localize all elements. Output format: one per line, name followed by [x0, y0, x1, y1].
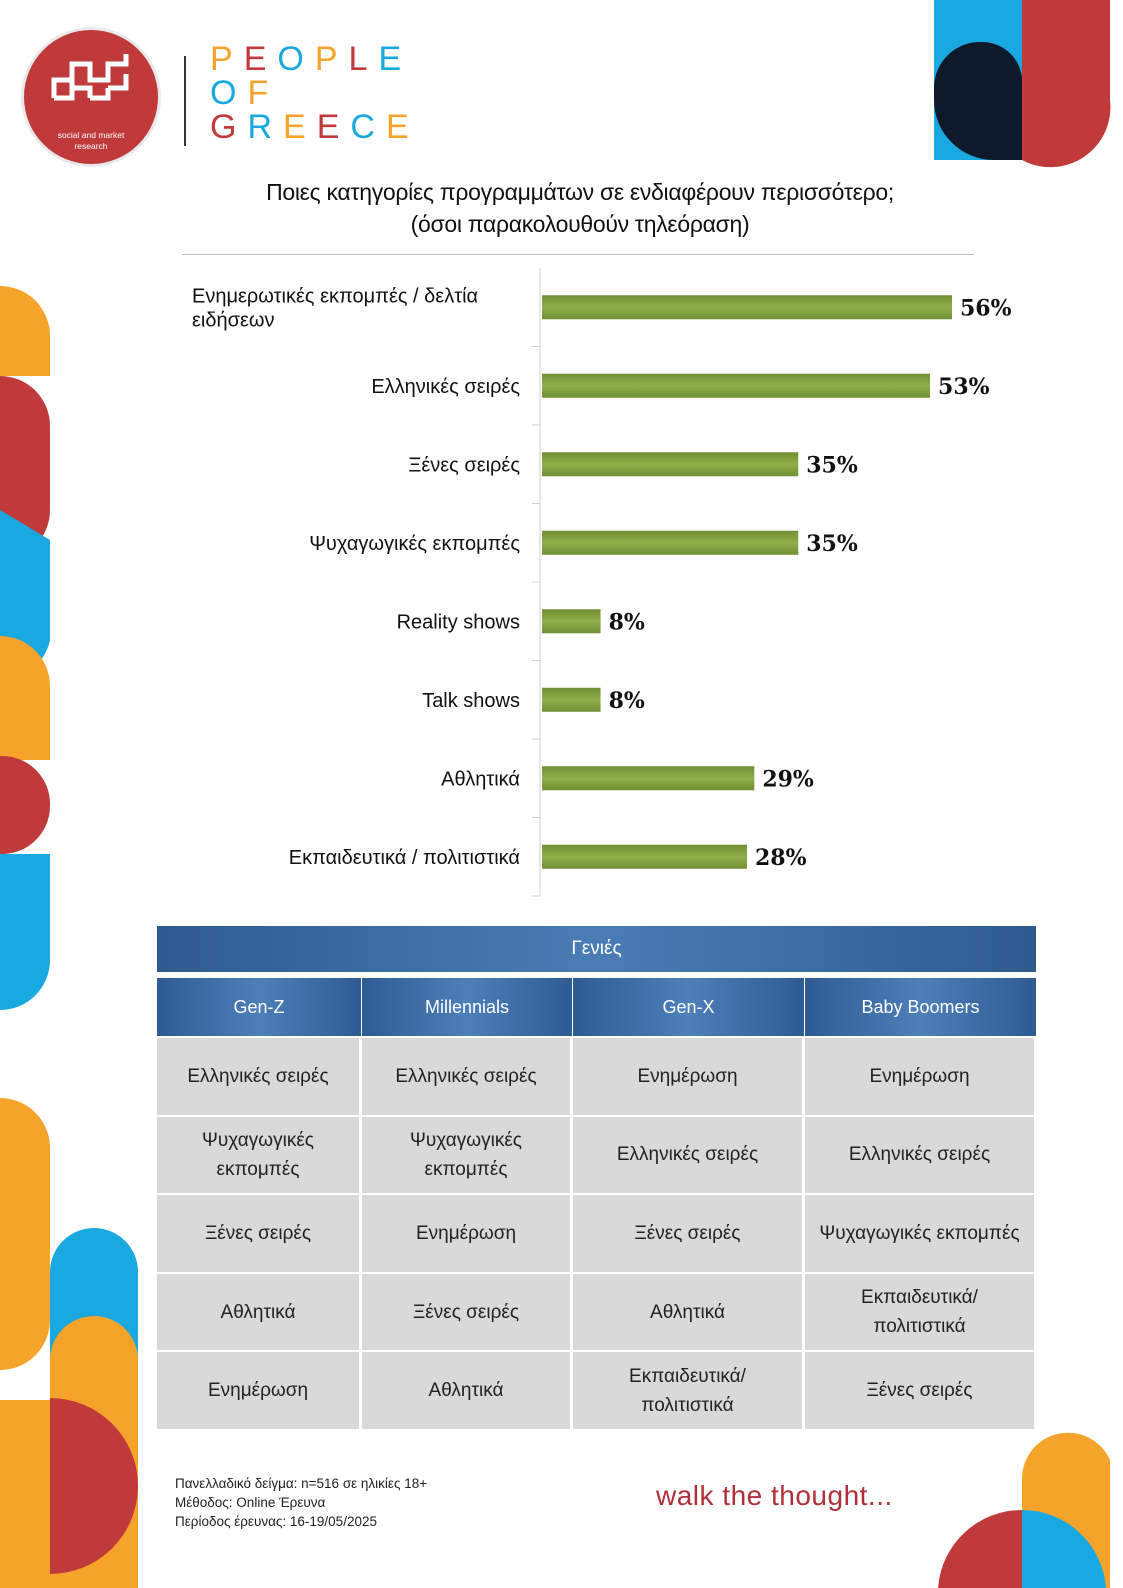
- table-cell: Εκπαιδευτικά/ πολιτιστικά: [573, 1352, 802, 1429]
- deco-blue-left-2: [0, 854, 50, 1010]
- category-label: Εκπαιδευτικά / πολιτιστικά: [289, 847, 520, 869]
- table-cell: Ελληνικές σειρές: [362, 1038, 570, 1115]
- column-header: Baby Boomers: [805, 978, 1036, 1036]
- column-header: Gen-Z: [157, 978, 361, 1036]
- table-cell: Ξένες σειρές: [157, 1195, 359, 1272]
- deco-orange-left-2: [0, 636, 50, 760]
- pog-letter: P: [314, 40, 349, 78]
- pog-line-3: GREECE: [210, 110, 420, 144]
- value-label: 35%: [806, 452, 858, 478]
- pog-line-2: OF: [210, 76, 420, 110]
- title-divider: [182, 254, 974, 255]
- table-header-generations: Γενιές: [157, 926, 1036, 972]
- deco-orange-left-3: [0, 1098, 50, 1370]
- category-label: Reality shows: [397, 611, 520, 633]
- table-cell: Ψυχαγωγικές εκπομπές: [157, 1116, 359, 1194]
- column-header: Millennials: [362, 978, 572, 1036]
- deco-navy-half: [934, 41, 1022, 161]
- deco-red-left-2: [0, 755, 51, 855]
- pog-letter: E: [385, 108, 420, 146]
- bar: [542, 766, 755, 791]
- category-label: Talk shows: [422, 690, 520, 712]
- deco-red-bl: [50, 1398, 138, 1574]
- table-cell: Ενημέρωση: [362, 1195, 570, 1272]
- logo-line-1: social and market: [57, 130, 125, 140]
- bar: [542, 687, 601, 712]
- logo-line-2: research: [74, 141, 108, 151]
- bar: [542, 295, 952, 320]
- pog-letter: P: [210, 40, 244, 78]
- value-label: 8%: [609, 609, 645, 635]
- pog-letter: F: [247, 74, 280, 112]
- deco-red-left-1: [0, 376, 50, 560]
- pog-letter: E: [283, 108, 317, 146]
- table-cell: Αθλητικά: [573, 1273, 802, 1351]
- table-cell: Ξένες σειρές: [805, 1352, 1034, 1429]
- table-cell: Ελληνικές σειρές: [157, 1038, 359, 1115]
- title-line-2: (όσοι παρακολουθούν τηλεόραση): [410, 211, 750, 237]
- bar: [542, 609, 601, 634]
- bar: [542, 530, 799, 555]
- title-line-1: Ποιες κατηγορίες προγραμμάτων σε ενδιαφέ…: [266, 179, 894, 205]
- bar-chart: 56% Ενημερωτικές εκπομπές / δελτία ειδήσεω…: [192, 268, 1012, 897]
- value-label: 53%: [938, 374, 990, 400]
- pog-letter: L: [348, 40, 379, 78]
- category-label: Ενημερωτικές εκπομπές / δελτία ειδήσεων: [192, 285, 478, 331]
- pog-letter: R: [247, 108, 284, 146]
- deco-orange-bl-2: [0, 1400, 50, 1588]
- pog-letter: C: [350, 108, 386, 146]
- pog-letter: G: [210, 108, 248, 146]
- category-label: Ξένες σειρές: [408, 454, 520, 476]
- deco-blue-left-1: [0, 510, 50, 681]
- pog-letter: E: [243, 40, 278, 78]
- value-label: 29%: [762, 766, 814, 792]
- pog-letter: O: [277, 40, 315, 78]
- pog-letter: E: [316, 108, 351, 146]
- table-cell: Ψυχαγωγικές εκπομπές: [805, 1195, 1034, 1272]
- value-label: 8%: [609, 688, 645, 714]
- pog-letter: O: [210, 74, 248, 112]
- category-label: Ψυχαγωγικές εκπομπές: [309, 533, 520, 555]
- methodology-note: Πανελλαδικό δείγμα: n=516 σε ηλικίες 18+…: [175, 1474, 427, 1531]
- table-cell: Αθλητικά: [157, 1273, 359, 1351]
- deco-blue-br: [1022, 1509, 1106, 1588]
- logo-text: social and market research: [24, 130, 158, 152]
- people-of-greece-wordmark: PEOPLE OF GREECE: [210, 42, 420, 144]
- table-cell: Ελληνικές σειρές: [805, 1116, 1034, 1194]
- logo-mark-icon: [51, 54, 129, 101]
- deco-orange-left-1: [0, 286, 50, 376]
- table-cell: Ενημέρωση: [157, 1352, 359, 1429]
- table-cell: Ξένες σειρές: [362, 1273, 570, 1351]
- column-header: Gen-X: [573, 978, 804, 1036]
- value-label: 28%: [755, 845, 807, 871]
- deco-red-half: [1022, 0, 1111, 168]
- bar: [542, 844, 747, 869]
- table-cell: Εκπαιδευτικά/ πολιτιστικά: [805, 1273, 1034, 1351]
- pog-line-1: PEOPLE: [210, 42, 420, 76]
- category-label: Ελληνικές σειρές: [371, 376, 520, 398]
- note-period: Περίοδος έρευνας: 16-19/05/2025: [175, 1514, 377, 1529]
- table-cell: Ελληνικές σειρές: [573, 1116, 802, 1194]
- category-label: Αθλητικά: [441, 768, 520, 790]
- deco-red-br: [938, 1509, 1022, 1588]
- note-method: Μέθοδος: Online Έρευνα: [175, 1495, 326, 1510]
- value-label: 35%: [806, 531, 858, 557]
- chart-title: Ποιες κατηγορίες προγραμμάτων σε ενδιαφέ…: [150, 176, 1010, 240]
- bar: [542, 452, 799, 477]
- table-cell: Ψυχαγωγικές εκπομπές: [362, 1116, 570, 1194]
- table-cell: Ενημέρωση: [805, 1038, 1034, 1115]
- logo-separator: [184, 56, 186, 146]
- bar: [542, 373, 931, 398]
- table-cell: Αθλητικά: [362, 1352, 570, 1429]
- note-sample: Πανελλαδικό δείγμα: n=516 σε ηλικίες 18+: [175, 1476, 428, 1491]
- pog-letter: E: [378, 40, 413, 78]
- table-cell: Ξένες σειρές: [573, 1195, 802, 1272]
- value-label: 56%: [960, 295, 1012, 321]
- table-cell: Ενημέρωση: [573, 1038, 802, 1115]
- tagline: walk the thought...: [656, 1480, 893, 1511]
